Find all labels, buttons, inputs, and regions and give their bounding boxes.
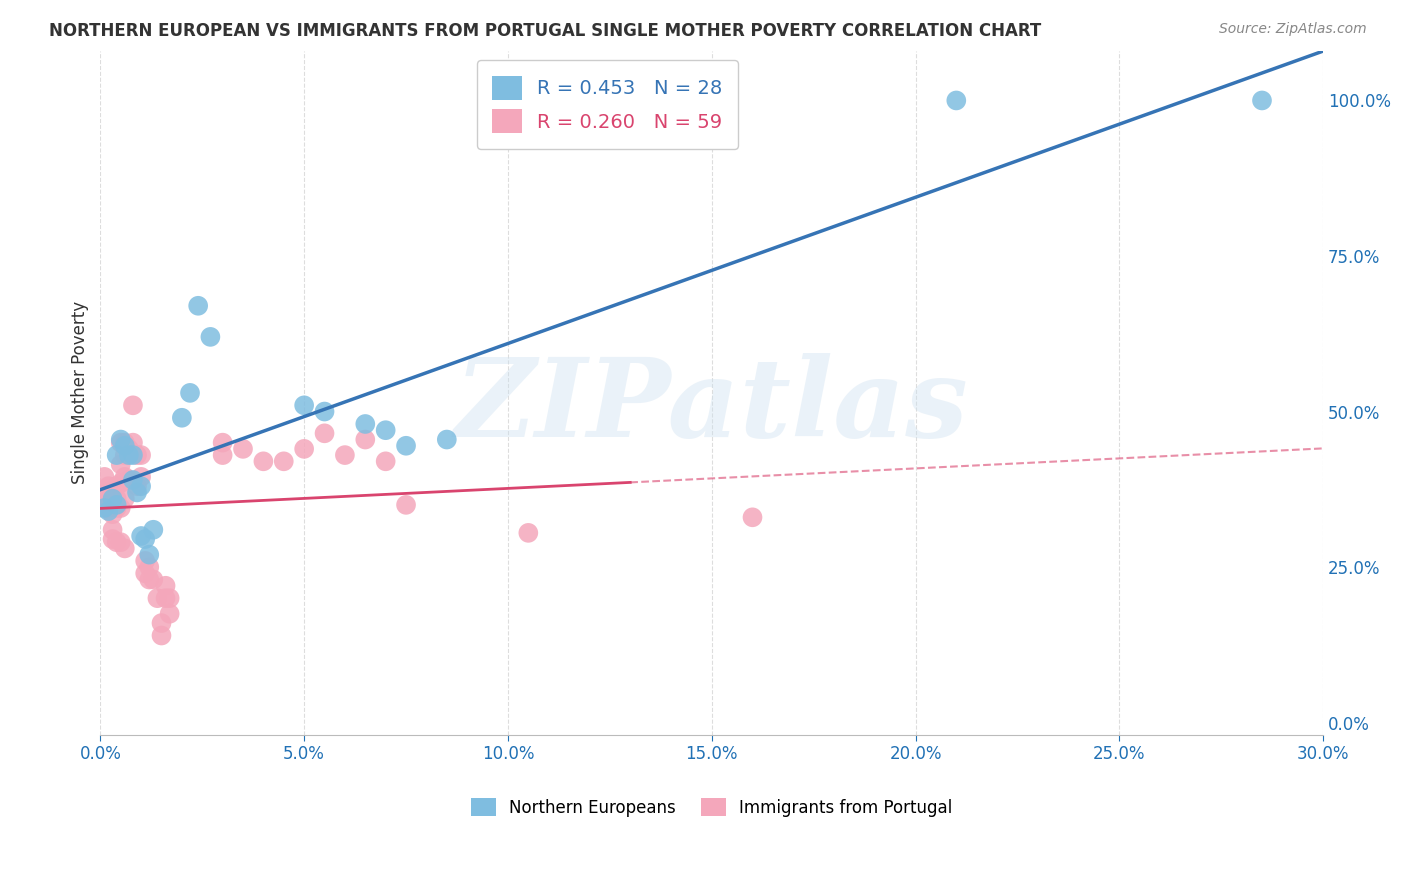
Point — [114, 470, 136, 484]
Point — [395, 498, 418, 512]
Point — [118, 448, 141, 462]
Point — [150, 628, 173, 642]
Point — [110, 435, 132, 450]
Point — [122, 398, 145, 412]
Point — [292, 442, 315, 456]
Point — [129, 479, 152, 493]
Point — [125, 485, 148, 500]
Point — [146, 591, 169, 606]
Point — [517, 525, 540, 540]
Y-axis label: Single Mother Poverty: Single Mother Poverty — [72, 301, 89, 484]
Point — [105, 498, 128, 512]
Point — [741, 510, 763, 524]
Point — [114, 491, 136, 506]
Point — [273, 454, 295, 468]
Point — [179, 385, 201, 400]
Point — [155, 591, 177, 606]
Point — [155, 579, 177, 593]
Point — [129, 448, 152, 462]
Point — [129, 470, 152, 484]
Point — [105, 500, 128, 515]
Point — [110, 433, 132, 447]
Point — [101, 532, 124, 546]
Point — [138, 573, 160, 587]
Point — [114, 448, 136, 462]
Point — [105, 479, 128, 493]
Point — [142, 573, 165, 587]
Point — [93, 498, 115, 512]
Point — [118, 442, 141, 456]
Point — [101, 523, 124, 537]
Point — [101, 485, 124, 500]
Point — [134, 566, 156, 581]
Point — [105, 491, 128, 506]
Point — [110, 476, 132, 491]
Point — [292, 398, 315, 412]
Point — [122, 448, 145, 462]
Point — [159, 607, 181, 621]
Point — [142, 523, 165, 537]
Point — [101, 491, 124, 506]
Point — [110, 535, 132, 549]
Point — [232, 442, 254, 456]
Text: Source: ZipAtlas.com: Source: ZipAtlas.com — [1219, 22, 1367, 37]
Point — [333, 448, 356, 462]
Point — [1251, 94, 1274, 108]
Point — [211, 435, 233, 450]
Point — [187, 299, 209, 313]
Point — [211, 448, 233, 462]
Point — [138, 548, 160, 562]
Point — [170, 410, 193, 425]
Point — [159, 591, 181, 606]
Point — [110, 458, 132, 472]
Point — [122, 435, 145, 450]
Point — [97, 500, 120, 515]
Point — [374, 423, 396, 437]
Point — [134, 554, 156, 568]
Point — [101, 491, 124, 506]
Point — [114, 435, 136, 450]
Point — [97, 479, 120, 493]
Point — [374, 454, 396, 468]
Text: ZIPatlas: ZIPatlas — [454, 353, 969, 460]
Point — [105, 535, 128, 549]
Point — [122, 473, 145, 487]
Text: NORTHERN EUROPEAN VS IMMIGRANTS FROM PORTUGAL SINGLE MOTHER POVERTY CORRELATION : NORTHERN EUROPEAN VS IMMIGRANTS FROM POR… — [49, 22, 1042, 40]
Point — [97, 504, 120, 518]
Point — [252, 454, 274, 468]
Point — [134, 532, 156, 546]
Point — [945, 94, 967, 108]
Point — [200, 330, 222, 344]
Legend: Northern Europeans, Immigrants from Portugal: Northern Europeans, Immigrants from Port… — [464, 791, 959, 823]
Point — [118, 473, 141, 487]
Point — [105, 448, 128, 462]
Point — [314, 404, 336, 418]
Point — [395, 439, 418, 453]
Point — [436, 433, 458, 447]
Point — [138, 560, 160, 574]
Point — [93, 500, 115, 515]
Point — [97, 485, 120, 500]
Point — [314, 426, 336, 441]
Point — [93, 491, 115, 506]
Point — [150, 616, 173, 631]
Point — [129, 529, 152, 543]
Point — [125, 448, 148, 462]
Point — [354, 417, 377, 431]
Point — [93, 470, 115, 484]
Point — [125, 479, 148, 493]
Point — [101, 507, 124, 521]
Point — [110, 500, 132, 515]
Point — [114, 541, 136, 556]
Point — [354, 433, 377, 447]
Point — [114, 439, 136, 453]
Point — [97, 495, 120, 509]
